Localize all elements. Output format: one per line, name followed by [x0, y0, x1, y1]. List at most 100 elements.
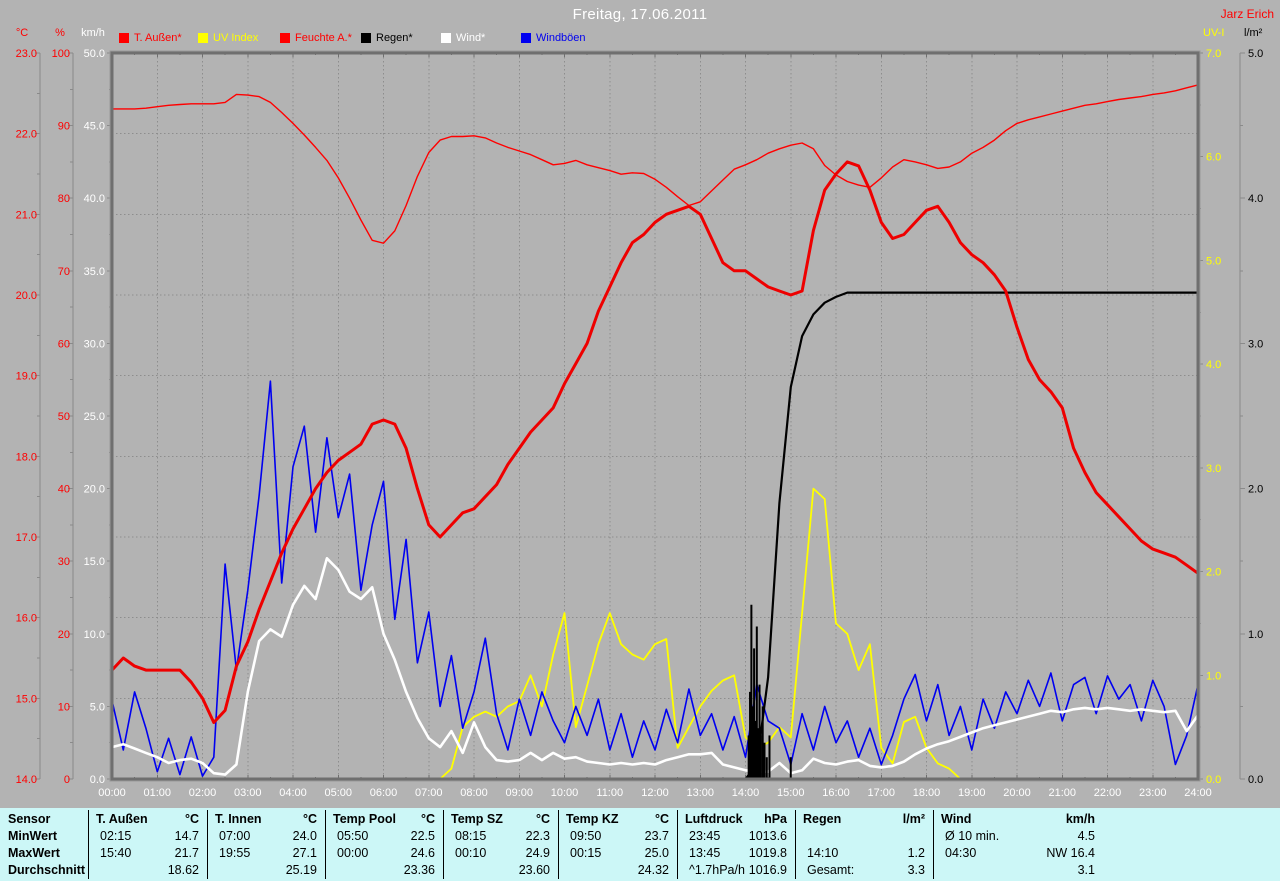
axis-tick-label-wind: 5.0 [90, 701, 105, 713]
table-cell-value: 24.0 [292, 829, 317, 843]
table-cell-time: 15:40 [100, 846, 132, 860]
table-col-name: T. Innen [215, 812, 262, 826]
table-divider [933, 810, 934, 879]
table-cell-time: 04:30 [945, 846, 977, 860]
x-axis-label: 17:00 [867, 787, 895, 799]
table-cell-value: 1.2 [907, 846, 925, 860]
table-cell-value: 24.6 [410, 846, 435, 860]
axis-tick-label-rain: 4.0 [1248, 193, 1263, 205]
axis-tick-label-temp: 15.0 [16, 693, 37, 705]
table-cell-value: 25.0 [644, 846, 669, 860]
table-cell-time: 00:00 [337, 846, 369, 860]
table-cell-time: 13:45 [689, 846, 721, 860]
axis-tick-label-temp: 17.0 [16, 532, 37, 544]
table-cell-time: 08:15 [455, 829, 487, 843]
x-axis-label: 19:00 [958, 787, 986, 799]
x-axis-label: 08:00 [460, 787, 488, 799]
axis-tick-label-temp: 21.0 [16, 209, 37, 221]
legend-label: T. Außen* [134, 32, 182, 44]
table-cell-time: 00:10 [455, 846, 487, 860]
x-axis-label: 03:00 [234, 787, 262, 799]
table-cell-value: 24.9 [525, 846, 550, 860]
axis-tick-label-temp: 16.0 [16, 613, 37, 625]
axis-tick-label-humidity: 30 [58, 556, 70, 568]
axis-tick-label-humidity: 10 [58, 701, 70, 713]
legend-label: Regen* [376, 32, 413, 44]
table-row-label: Durchschnitt [8, 863, 86, 877]
legend: T. Außen* UV Index Feuchte A.* Regen* Wind* W… [0, 32, 1280, 46]
table-divider [207, 810, 208, 879]
x-axis-label: 20:00 [1003, 787, 1031, 799]
axis-tick-label-wind: 0.0 [90, 774, 105, 786]
table-cell-time: ^1.7hPa/h [689, 863, 745, 877]
table-cell-value: 25.19 [285, 863, 317, 877]
axis-tick-label-humidity: 20 [58, 629, 70, 641]
axis-tick-label-wind: 20.0 [84, 484, 105, 496]
table-divider [325, 810, 326, 879]
axis-tick-label-humidity: 0 [64, 774, 70, 786]
plot-border-outer [109, 50, 1201, 782]
axis-unit-wind: km/h [81, 27, 105, 39]
table-col-unit: km/h [1065, 812, 1095, 826]
table-cell-time: 00:15 [570, 846, 602, 860]
table-cell-value: 18.62 [167, 863, 199, 877]
table-cell-value: 3.1 [1077, 863, 1095, 877]
weather-chart: 23.0 22.0 21.0 20.0 19.0 18.0 17.0 16.0 15.0 14.0… [16, 48, 1264, 799]
table-cell-time: 19:55 [219, 846, 251, 860]
table-cell-value: 14.7 [174, 829, 199, 843]
table-col-name: Luftdruck [685, 812, 743, 826]
axis-tick-label-wind: 50.0 [84, 48, 105, 60]
axis-tick-label-humidity: 70 [58, 266, 70, 278]
legend-label: Feuchte A.* [295, 32, 352, 44]
legend-label: UV Index [213, 32, 259, 44]
station-owner: Jarz Erich [1220, 7, 1274, 21]
legend-swatch-icon [441, 33, 451, 43]
legend-label: Windböen [536, 32, 586, 44]
legend-swatch-icon [521, 33, 531, 43]
table-cell-value: 1016.9 [748, 863, 787, 877]
table-col-unit: °C [654, 812, 669, 826]
axis-tick-label-rain: 2.0 [1248, 484, 1263, 496]
table-cell-time: Ø 10 min. [945, 829, 1000, 843]
x-axis-label: 13:00 [686, 787, 714, 799]
axis-tick-label-wind: 35.0 [84, 266, 105, 278]
table-cell-value: 22.5 [410, 829, 435, 843]
table-divider [795, 810, 796, 879]
axis-tick-label-humidity: 50 [58, 411, 70, 423]
axis-tick-label-wind: 25.0 [84, 411, 105, 423]
x-axis-label: 09:00 [505, 787, 533, 799]
legend-swatch-icon [119, 33, 129, 43]
x-axis-label: 10:00 [551, 787, 579, 799]
table-col-name: T. Außen [96, 812, 148, 826]
axis-unit-temp: °C [15, 27, 29, 39]
x-axis-label: 02:00 [189, 787, 217, 799]
table-cell-time: 05:50 [337, 829, 369, 843]
axis-tick-label-rain: 1.0 [1248, 629, 1263, 641]
table-cell-value: 4.5 [1077, 829, 1095, 843]
axis-tick-label-temp: 19.0 [16, 371, 37, 383]
axis-tick-label-uv: 6.0 [1206, 152, 1221, 164]
axis-tick-label-temp: 20.0 [16, 290, 37, 302]
series-feuchte-a- [111, 84, 1199, 244]
x-axis-label: 11:00 [596, 787, 623, 799]
x-axis-label: 21:00 [1048, 787, 1076, 799]
axis-tick-label-temp: 14.0 [16, 774, 37, 786]
axis-tick-label-uv: 7.0 [1206, 48, 1221, 60]
table-cell-value: 23.36 [403, 863, 435, 877]
table-col-name: Regen [803, 812, 842, 826]
table-cell-value: 27.1 [292, 846, 317, 860]
table-col-unit: °C [302, 812, 317, 826]
table-cell-time: 02:15 [100, 829, 132, 843]
series-t-au-en [110, 160, 1200, 724]
table-cell-value: 22.3 [525, 829, 550, 843]
table-cell-time: Gesamt: [807, 863, 855, 877]
legend-item-4: Regen* [361, 32, 413, 44]
axis-tick-label-temp: 22.0 [16, 129, 37, 141]
table-cell-time: 09:50 [570, 829, 602, 843]
axis-tick-label-temp: 18.0 [16, 451, 37, 463]
table-col-unit: l/m² [902, 812, 925, 826]
x-axis-label: 14:00 [732, 787, 760, 799]
axis-tick-label-wind: 40.0 [84, 193, 105, 205]
legend-item-2: UV Index [198, 32, 258, 44]
